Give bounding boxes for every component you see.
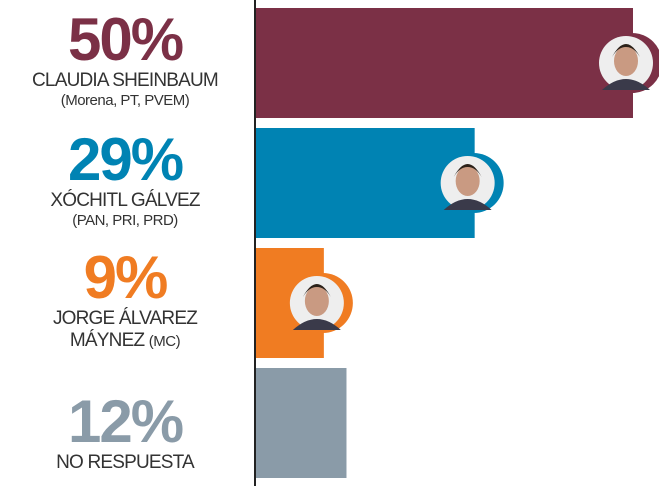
name-text: CLAUDIA SHEINBAUM	[32, 70, 218, 91]
candidate-name: JORGE ÁLVAREZ MÁYNEZ (MC)	[35, 308, 215, 352]
label-block: 29%XÓCHITL GÁLVEZ(PAN, PRI, PRD)	[0, 130, 250, 230]
party: (Morena, PT, PVEM)	[0, 92, 250, 110]
label-block: 12%NO RESPUESTA	[0, 392, 250, 474]
face	[614, 46, 638, 76]
name-text: XÓCHITL GÁLVEZ	[50, 190, 199, 211]
chart: 50%CLAUDIA SHEINBAUM(Morena, PT, PVEM) 29…	[0, 0, 659, 486]
candidate-name: XÓCHITL GÁLVEZ	[0, 190, 250, 212]
candidate-name: NO RESPUESTA	[0, 452, 250, 474]
bar	[256, 8, 633, 118]
name-text: NO RESPUESTA	[56, 452, 194, 473]
percent-label: 12%	[0, 392, 250, 452]
face	[305, 286, 329, 316]
label-block: 9%JORGE ÁLVAREZ MÁYNEZ (MC)	[0, 248, 250, 352]
label-block: 50%CLAUDIA SHEINBAUM(Morena, PT, PVEM)	[0, 10, 250, 110]
percent-label: 50%	[0, 10, 250, 70]
candidate-name: CLAUDIA SHEINBAUM	[0, 70, 250, 92]
face	[456, 166, 480, 196]
percent-label: 29%	[0, 130, 250, 190]
percent-label: 9%	[0, 248, 250, 308]
bar	[256, 368, 346, 478]
party: (MC)	[149, 333, 180, 350]
party: (PAN, PRI, PRD)	[0, 212, 250, 230]
